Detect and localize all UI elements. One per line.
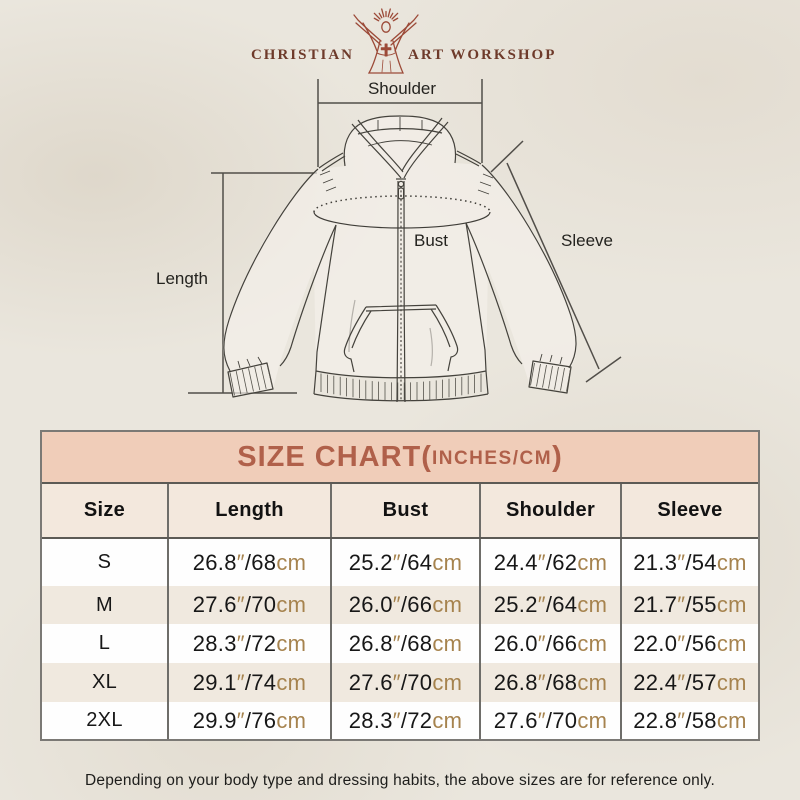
hoodie-line-art	[222, 115, 578, 403]
measurement-cell: 28.3 ″/72 cm	[330, 702, 479, 739]
measurement-cell: 29.9 ″/76 cm	[167, 702, 330, 739]
size-chart-table: SIZE CHART(INCHES/CM) Size Length Bust Shou…	[40, 430, 760, 741]
jesus-figure-icon	[353, 8, 419, 74]
column-header-bust: Bust	[330, 484, 479, 537]
sleeve-left	[223, 168, 337, 398]
size-cell: M	[96, 593, 113, 616]
table-row-xl: XL 29.1 ″/74 cm 27.6 ″/70 cm 26.8 ″/68 cm 22.4 ″/57…	[42, 663, 758, 702]
size-cell: S	[97, 551, 112, 573]
column-header-size: Size	[83, 499, 126, 521]
measurement-cell: 26.8 ″/68 cm	[167, 539, 330, 586]
measurement-cell: 25.2 ″/64 cm	[479, 586, 620, 624]
bust-label: Bust	[413, 231, 449, 250]
length-label: Length	[156, 269, 208, 288]
measurement-cell: 26.8 ″/68 cm	[479, 663, 620, 702]
measurement-cell: 26.0 ″/66 cm	[330, 586, 479, 624]
body	[313, 222, 489, 402]
size-cell: XL	[91, 671, 118, 693]
measurement-cell: 27.6 ″/70 cm	[330, 663, 479, 702]
table-body: S 26.8 ″/68 cm 25.2 ″/64 cm 24.4 ″/62 cm 21.3 ″/54 c…	[42, 539, 758, 739]
measurement-cell: 24.4 ″/62 cm	[479, 539, 620, 586]
measurement-cell: 27.6 ″/70 cm	[167, 586, 330, 624]
measurement-cell: 25.2 ″/64 cm	[330, 539, 479, 586]
measurement-cell: 29.1 ″/74 cm	[167, 663, 330, 702]
measurement-cell: 22.0 ″/56 cm	[620, 624, 758, 663]
sleeve-bottom-tick	[585, 356, 622, 383]
measurement-cell: 22.8 ″/58 cm	[620, 702, 758, 739]
size-cell: L	[98, 632, 111, 654]
sleeve-top-tick	[490, 140, 524, 173]
size-chart-title: SIZE CHART(INCHES/CM)	[42, 432, 758, 484]
table-header-row: Size Length Bust Shoulder Sleeve	[42, 484, 758, 539]
brand-name-right: ART WORKSHOP	[408, 47, 557, 63]
title-paren-close: )	[552, 440, 563, 473]
table-row-s: S 26.8 ″/68 cm 25.2 ″/64 cm 24.4 ″/62 cm 21.3 ″/54 c…	[42, 539, 758, 586]
measurement-lines	[188, 79, 622, 394]
measurement-cell: 21.3 ″/54 cm	[620, 539, 758, 586]
column-header-length: Length	[167, 484, 330, 537]
title-units: INCHES/CM	[431, 448, 553, 469]
hood	[318, 115, 494, 195]
measurement-cell: 27.6 ″/70 cm	[479, 702, 620, 739]
brand-name-left: CHRISTIAN	[250, 47, 354, 63]
size-cell: 2XL	[86, 709, 123, 731]
measurement-cell: 21.7 ″/55 cm	[620, 586, 758, 624]
title-main: SIZE CHART	[237, 440, 422, 473]
table-row-l: L 28.3 ″/72 cm 26.8 ″/68 cm 26.0 ″/66 cm 22.0 ″/56 c…	[42, 624, 758, 663]
measurement-cell: 26.8 ″/68 cm	[330, 624, 479, 663]
kangaroo-pocket	[343, 304, 459, 373]
shoulder-label: Shoulder	[367, 79, 437, 98]
measurement-cell: 26.0 ″/66 cm	[479, 624, 620, 663]
bust-line	[313, 195, 491, 229]
column-header-shoulder: Shoulder	[479, 484, 620, 537]
table-row-m: M 27.6 ″/70 cm 26.0 ″/66 cm 25.2 ″/64 cm 21.7 ″/55 c…	[42, 586, 758, 624]
measurement-cell: 22.4 ″/57 cm	[620, 663, 758, 702]
zipper	[396, 178, 406, 403]
title-paren-open: (	[421, 440, 432, 473]
sleeve-right	[465, 164, 577, 394]
measurement-cell: 28.3 ″/72 cm	[167, 624, 330, 663]
column-header-sleeve: Sleeve	[620, 484, 758, 537]
sleeve-dimension-line	[506, 162, 600, 370]
hoodie-measurement-diagram	[188, 8, 622, 403]
cross-icon	[380, 43, 392, 57]
reference-note: Depending on your body type and dressing…	[85, 771, 715, 789]
table-row-2xl: 2XL 29.9 ″/76 cm 28.3 ″/72 cm 27.6 ″/70 cm 22.8 ″/5…	[42, 702, 758, 739]
sleeve-label: Sleeve	[561, 231, 613, 250]
